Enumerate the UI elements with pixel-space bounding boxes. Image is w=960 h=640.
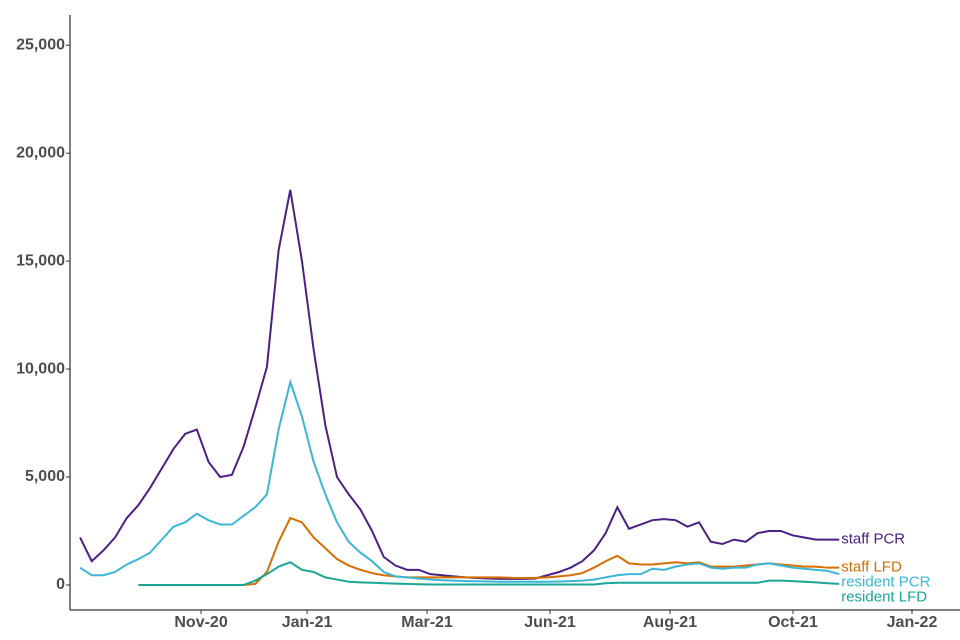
y-tick-label: 15,000 <box>16 252 65 269</box>
x-tick-label: Mar-21 <box>401 614 453 631</box>
series-label: staff PCR <box>841 531 905 548</box>
y-tick-label: 25,000 <box>16 36 65 53</box>
y-tick-label: 0 <box>56 576 65 593</box>
series-label: resident PCR <box>841 574 930 591</box>
x-tick-label: Jan-22 <box>887 614 938 631</box>
series-line <box>138 516 840 586</box>
series-line <box>79 189 840 580</box>
x-tick-label: Jan-21 <box>282 614 333 631</box>
series-label: staff LFD <box>841 559 902 576</box>
x-tick-label: Jun-21 <box>524 614 576 631</box>
x-tick-label: Aug-21 <box>643 614 697 631</box>
series-line <box>79 378 840 583</box>
y-tick-label: 10,000 <box>16 360 65 377</box>
series-label: resident LFD <box>841 589 927 606</box>
y-tick-label: 20,000 <box>16 144 65 161</box>
y-tick-label: 5,000 <box>25 468 65 485</box>
x-tick-label: Oct-21 <box>768 614 818 631</box>
series-line <box>138 561 840 586</box>
x-tick-label: Nov-20 <box>174 614 227 631</box>
